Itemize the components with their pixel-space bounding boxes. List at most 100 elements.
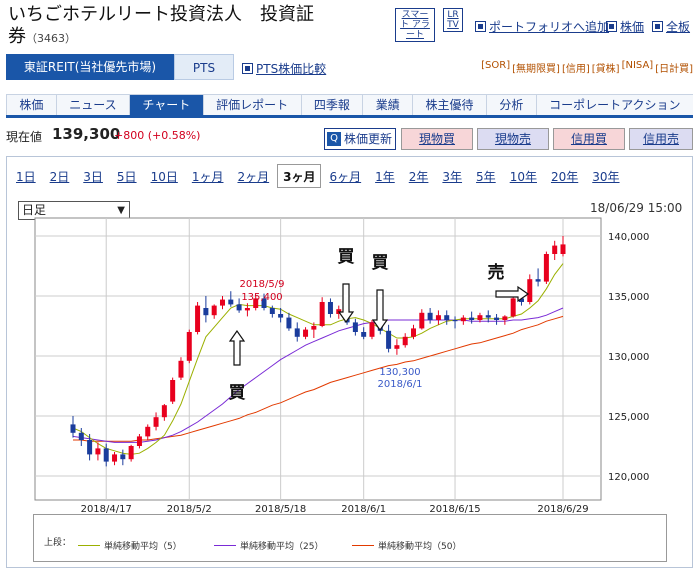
period-10[interactable]: 2年 (402, 164, 435, 188)
refresh-button[interactable]: Q 株価更新 (324, 128, 396, 150)
interval-select-value: 日足 (22, 203, 47, 217)
plot-area (34, 217, 602, 501)
trade-arrow-1 (337, 283, 355, 324)
nav-corporate[interactable]: コーポレートアクション (535, 94, 693, 115)
period-1[interactable]: 2日 (43, 164, 76, 188)
y-tick-4: 140,000 (608, 232, 649, 243)
candle-body-24 (269, 308, 275, 314)
main-nav: 株価 ニュース チャート 評価レポート 四季報 業績 株主優待 分析 コーポレー… (6, 94, 693, 118)
legend-ma5: 単純移動平均（5） (78, 539, 182, 552)
candle-body-48 (469, 317, 475, 320)
trade-mark-2: 買 (372, 253, 389, 273)
price-change: +800 (+0.58%) (114, 129, 201, 142)
period-4[interactable]: 10日 (144, 164, 184, 188)
period-3[interactable]: 5日 (110, 164, 143, 188)
period-11[interactable]: 3年 (436, 164, 469, 188)
period-9[interactable]: 1年 (369, 164, 401, 188)
page-title: いちごホテルリート投資法人 投資証券（3463） (8, 4, 318, 50)
candle-body-56 (535, 279, 541, 282)
portfolio-icon (475, 21, 486, 32)
refresh-icon: Q (327, 132, 341, 146)
candle-body-38 (386, 330, 392, 349)
nav-shikiho[interactable]: 四季報 (300, 94, 363, 115)
tab-pts[interactable]: PTS (174, 54, 234, 80)
candle-body-21 (244, 308, 250, 311)
period-6[interactable]: 2ヶ月 (231, 164, 276, 188)
buy-margin-button[interactable]: 信用買 (553, 128, 625, 150)
period-13[interactable]: 10年 (503, 164, 543, 188)
candle-body-28 (303, 329, 309, 337)
trade-arrow-2 (371, 289, 389, 332)
candle-body-27 (294, 328, 300, 337)
badge-unlimited: [無期限買] (512, 64, 560, 75)
annotation-2: 130,300 (379, 367, 420, 378)
candle-body-8 (136, 436, 142, 446)
nav-kabuka[interactable]: 株価 (6, 94, 56, 115)
period-2[interactable]: 3日 (77, 164, 109, 188)
candle-body-7 (128, 446, 134, 460)
period-15[interactable]: 30年 (586, 164, 626, 188)
legend-ma25: 単純移動平均（25） (214, 539, 323, 552)
period-7[interactable]: 3ヶ月 (277, 164, 322, 188)
y-tick-2: 130,000 (608, 352, 649, 363)
badge-margin: [信用] (561, 64, 590, 75)
candle-body-11 (161, 405, 167, 418)
period-14[interactable]: 20年 (544, 164, 585, 188)
candle-body-34 (352, 322, 358, 332)
compare-icon (242, 63, 253, 74)
pts-compare-link[interactable]: PTS株価比較 (242, 60, 326, 77)
candle-body-22 (253, 298, 259, 308)
candle-body-6 (120, 454, 126, 460)
stock-name: いちごホテルリート投資法人 投資証券 (8, 4, 314, 47)
period-8[interactable]: 6ヶ月 (323, 164, 368, 188)
x-tick-4: 2018/6/15 (429, 504, 480, 515)
legend-prefix: 上段： (44, 538, 72, 548)
x-tick-0: 2018/4/17 (81, 504, 132, 515)
candle-body-23 (261, 298, 267, 308)
buy-spot-button[interactable]: 現物買 (401, 128, 473, 150)
nav-analysis[interactable]: 分析 (485, 94, 536, 115)
candle-body-54 (518, 298, 524, 302)
x-tick-3: 2018/6/1 (341, 504, 386, 515)
add-portfolio-link[interactable]: ポートフォリオへ追加 (475, 18, 609, 35)
candle-body-26 (286, 317, 292, 329)
nav-results[interactable]: 業績 (362, 94, 413, 115)
candle-body-16 (203, 308, 209, 316)
badge-lending: [貸株] (591, 64, 620, 75)
nav-report[interactable]: 評価レポート (202, 94, 301, 115)
sell-margin-button[interactable]: 信用売 (629, 128, 693, 150)
candle-body-55 (527, 279, 533, 302)
candle-body-59 (560, 244, 566, 254)
smart-alert-button[interactable]: スマート アラート (395, 8, 435, 42)
lr-tv-button[interactable]: LR TV (443, 8, 463, 32)
zengara-link[interactable]: 全板 (652, 18, 690, 35)
candle-body-14 (186, 332, 192, 361)
period-12[interactable]: 5年 (470, 164, 502, 188)
nav-chart[interactable]: チャート (129, 94, 203, 115)
candle-body-52 (502, 316, 508, 320)
nav-benefits[interactable]: 株主優待 (412, 94, 486, 115)
candle-body-4 (103, 448, 109, 462)
kabuka-link[interactable]: 株価 (606, 18, 644, 35)
period-selector: 1日 2日 3日 5日 10日 1ヶ月 2ヶ月 3ヶ月 6ヶ月 1年 2年 3年 5年 10年 20年 30年 (10, 164, 626, 188)
candle-body-49 (477, 315, 483, 320)
candle-body-10 (153, 417, 159, 427)
trade-mark-0: 買 (229, 383, 246, 403)
candle-body-31 (327, 302, 333, 314)
annotation-0: 2018/5/9 (240, 279, 285, 290)
tab-tse-reit[interactable]: 東証REIT(当社優先市場) (6, 54, 174, 80)
candle-body-2 (87, 440, 93, 455)
period-5[interactable]: 1ヶ月 (185, 164, 230, 188)
candle-body-13 (178, 360, 184, 378)
current-price: 139,300 (52, 125, 121, 143)
candle-body-3 (95, 448, 101, 455)
stock-code: （3463） (26, 32, 76, 45)
market-tabs: 東証REIT(当社優先市場) PTS (6, 54, 234, 80)
candle-body-17 (211, 305, 217, 316)
legend-ma25-swatch (214, 545, 236, 546)
period-0[interactable]: 1日 (10, 164, 42, 188)
sell-spot-button[interactable]: 現物売 (477, 128, 549, 150)
trade-arrow-3 (495, 285, 530, 303)
nav-news[interactable]: ニュース (55, 94, 130, 115)
stock-price-icon (606, 21, 617, 32)
